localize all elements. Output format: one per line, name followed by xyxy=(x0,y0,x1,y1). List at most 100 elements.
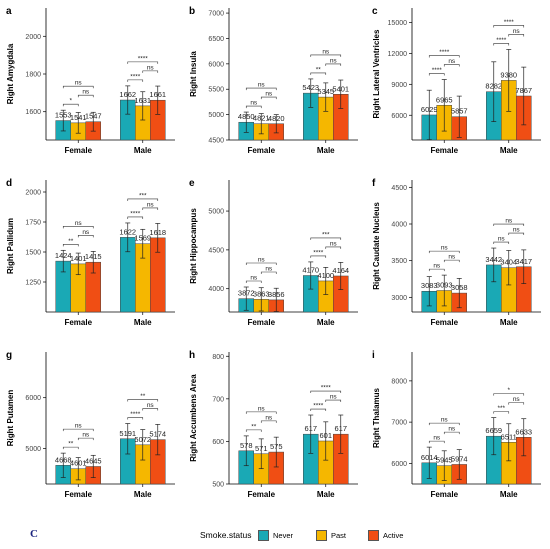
significance-bracket xyxy=(310,255,327,258)
legend-swatch-active xyxy=(368,529,379,541)
significance-label: **** xyxy=(432,67,443,74)
significance-label: ns xyxy=(75,220,83,227)
significance-label: ** xyxy=(140,393,146,400)
y-tick-label: 4500 xyxy=(391,185,407,192)
significance-bracket xyxy=(310,237,342,240)
significance-label: ** xyxy=(68,238,74,245)
significance-bracket xyxy=(428,55,460,58)
significance-bracket xyxy=(62,226,94,229)
significance-label: **** xyxy=(496,37,507,44)
significance-label: ns xyxy=(147,201,155,208)
significance-bracket xyxy=(62,103,79,107)
data-label: 5174 xyxy=(149,430,166,439)
significance-label: ns xyxy=(75,80,83,87)
x-tick-label-male: Male xyxy=(134,318,152,327)
y-tick-label: 5000 xyxy=(208,209,224,216)
significance-label: ns xyxy=(505,218,513,225)
significance-bracket xyxy=(142,207,159,210)
panel-f: f Right Caudate Nucleus 3000 3500 4000 4500 Fe… xyxy=(372,178,541,327)
significance-bracket xyxy=(508,402,525,405)
y-tick-label: 1750 xyxy=(25,220,41,227)
x-tick-label-male: Male xyxy=(317,318,335,327)
significance-bracket xyxy=(428,73,445,76)
data-label: 4668 xyxy=(55,455,72,464)
significance-bracket xyxy=(127,79,144,82)
significance-label: ns xyxy=(147,402,155,409)
significance-label: ns xyxy=(258,256,266,263)
y-tick-label: 4500 xyxy=(208,247,224,254)
y-tick-label: 1250 xyxy=(25,280,41,287)
y-tick-label: 4500 xyxy=(208,138,224,145)
legend-item-active: Active xyxy=(368,529,403,541)
data-label: 1541 xyxy=(70,113,87,122)
y-axis-label: Right Hippocampus xyxy=(189,208,198,284)
significance-label: **** xyxy=(313,403,324,410)
data-label: 578 xyxy=(240,441,253,450)
y-axis-label: Right Thalamus xyxy=(372,387,381,448)
legend-title: Smoke.status xyxy=(200,530,252,540)
significance-bracket xyxy=(310,408,327,412)
y-tick-label: 2000 xyxy=(25,34,41,41)
y-axis-label: Right Putamen xyxy=(6,390,15,447)
significance-bracket xyxy=(127,61,159,64)
significance-bracket xyxy=(493,241,510,245)
significance-label: ns xyxy=(82,432,90,439)
data-label: 6029 xyxy=(421,105,438,114)
data-label: 4100 xyxy=(317,271,334,280)
significance-bracket xyxy=(428,250,460,254)
legend-swatch-never xyxy=(258,529,269,541)
legend-item-past: Past xyxy=(316,529,346,541)
significance-bracket xyxy=(260,271,277,274)
significance-label: ns xyxy=(265,91,273,98)
panel-g: g Right Putamen 5000 6000 Female 466846014645… xyxy=(6,350,175,499)
significance-label: * xyxy=(69,98,72,105)
data-label: 5857 xyxy=(451,107,468,116)
panel-letter-c: c xyxy=(372,6,378,17)
significance-bracket xyxy=(260,96,277,100)
data-label: 4164 xyxy=(332,266,349,275)
y-tick-label: 9000 xyxy=(391,82,407,89)
data-label: 3058 xyxy=(451,283,468,292)
data-label: 5345 xyxy=(317,87,334,96)
legend-label-past: Past xyxy=(331,530,347,540)
y-axis-label: Right Amygdala xyxy=(6,43,15,104)
significance-bracket xyxy=(310,390,342,394)
data-label: 1618 xyxy=(149,228,166,237)
y-tick-label: 3500 xyxy=(391,258,407,265)
data-label: 4850 xyxy=(238,112,255,121)
significance-label: ** xyxy=(68,441,74,448)
data-label: 4821 xyxy=(253,114,270,123)
significance-bracket xyxy=(245,105,262,109)
x-tick-label-male: Male xyxy=(134,490,152,499)
significance-label: ns xyxy=(498,236,506,243)
data-label: 1415 xyxy=(85,252,102,261)
panel-d: d Right Pallidum 1250 1500 1750 2000 Female 142… xyxy=(6,178,175,327)
panel-letter-a: a xyxy=(6,6,12,17)
data-label: 1569 xyxy=(134,234,151,243)
y-tick-label: 1800 xyxy=(25,72,41,79)
panel-h: h Right Accumbens Area 500 600 700 800 Female 5… xyxy=(189,350,358,499)
significance-label: ns xyxy=(448,426,456,433)
data-label: 5191 xyxy=(119,429,136,438)
y-tick-label: 8000 xyxy=(391,378,407,385)
panel-e: e Right Hippocampus 4000 4500 5000 Female 3872… xyxy=(189,178,358,327)
x-tick-label-male: Male xyxy=(134,146,152,155)
significance-bracket xyxy=(508,34,525,37)
y-axis-label: Right Caudate Nucleus xyxy=(372,202,381,290)
panel-b: b Right Insula 4500 5000 5500 6000 6500 7000 Fem… xyxy=(189,6,358,155)
data-label: 7867 xyxy=(515,86,532,95)
significance-bracket xyxy=(77,235,94,238)
panel-letter-f: f xyxy=(372,178,376,189)
data-label: 5423 xyxy=(302,83,319,92)
y-axis-label: Right Pallidum xyxy=(6,218,15,274)
data-label: 5072 xyxy=(134,435,151,444)
significance-label: ns xyxy=(258,405,266,412)
y-tick-label: 6000 xyxy=(391,461,407,468)
significance-label: **** xyxy=(321,385,332,392)
significance-label: *** xyxy=(497,405,505,412)
y-tick-label: 4000 xyxy=(208,286,224,293)
significance-label: **** xyxy=(130,210,141,217)
data-label: 5974 xyxy=(451,454,468,463)
significance-bracket xyxy=(127,216,144,219)
